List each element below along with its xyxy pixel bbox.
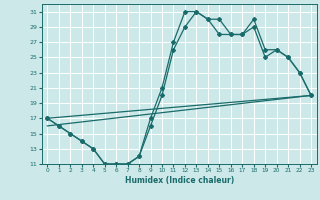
X-axis label: Humidex (Indice chaleur): Humidex (Indice chaleur)	[124, 176, 234, 185]
